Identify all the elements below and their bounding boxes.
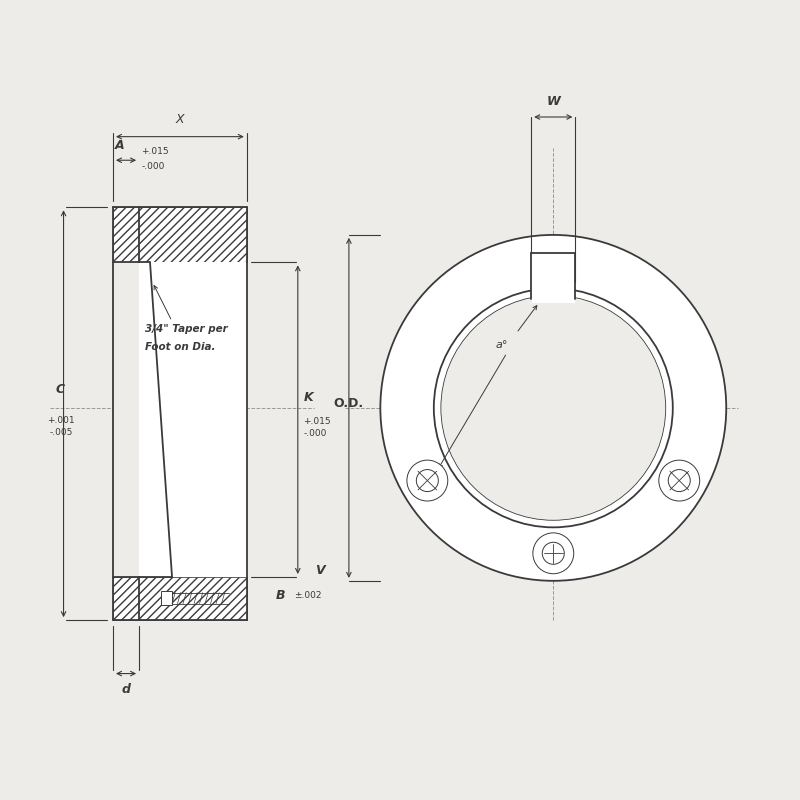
Circle shape: [668, 470, 690, 491]
Text: a°: a°: [496, 340, 509, 350]
Polygon shape: [113, 207, 246, 262]
Text: O.D.: O.D.: [333, 398, 363, 410]
Text: -.000: -.000: [303, 430, 326, 438]
Circle shape: [542, 542, 564, 564]
Circle shape: [380, 235, 726, 581]
Polygon shape: [113, 577, 246, 620]
Text: X: X: [175, 114, 184, 126]
Bar: [161, 591, 172, 605]
Text: ±.002: ±.002: [294, 591, 322, 600]
Text: C: C: [55, 383, 64, 397]
Circle shape: [416, 470, 438, 491]
Text: 3/4" Taper per: 3/4" Taper per: [145, 324, 227, 334]
Circle shape: [441, 295, 666, 520]
Text: K: K: [303, 391, 313, 404]
Text: +.015: +.015: [142, 147, 169, 156]
Text: V: V: [315, 564, 325, 577]
Circle shape: [407, 460, 448, 501]
Text: +.001: +.001: [47, 415, 75, 425]
Text: d: d: [122, 683, 130, 696]
Text: -.000: -.000: [142, 162, 165, 171]
Circle shape: [658, 460, 700, 501]
Polygon shape: [139, 262, 246, 577]
Polygon shape: [113, 262, 139, 577]
Circle shape: [434, 288, 673, 527]
Bar: [531, 253, 575, 298]
Text: A: A: [114, 138, 124, 151]
Text: Foot on Dia.: Foot on Dia.: [145, 342, 215, 352]
Text: +.015: +.015: [303, 417, 331, 426]
Circle shape: [533, 533, 574, 574]
Bar: [532, 291, 574, 302]
Text: W: W: [546, 94, 560, 107]
Text: -.005: -.005: [50, 428, 73, 437]
Text: B: B: [276, 590, 286, 602]
